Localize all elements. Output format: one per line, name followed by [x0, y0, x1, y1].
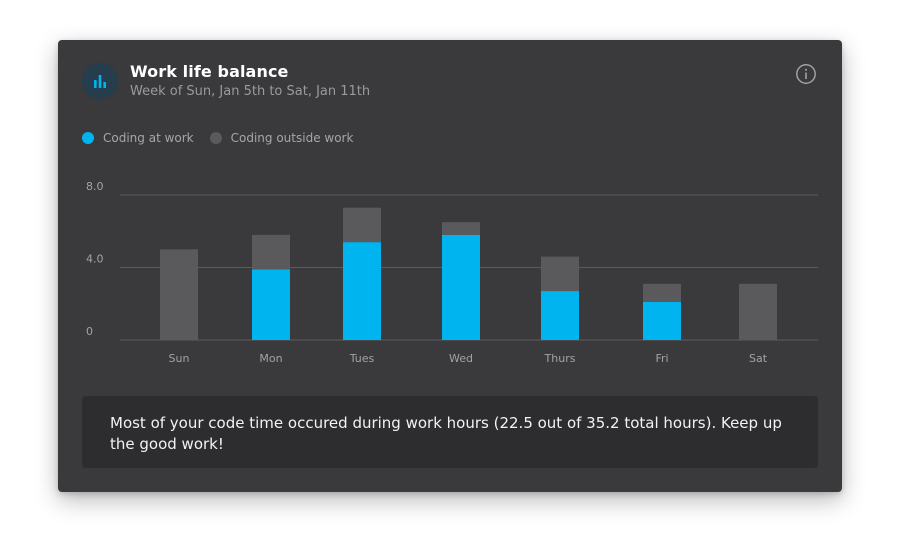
bar-segment-coding-at-work	[343, 242, 381, 340]
legend-item-coding-outside-work: Coding outside work	[209, 131, 354, 145]
legend-item-coding-at-work: Coding at work	[82, 131, 194, 145]
bar-segment-coding-outside-work	[739, 283, 777, 340]
legend-swatch-coding-at-work	[82, 132, 94, 144]
card-subtitle: Week of Sun, Jan 5th to Sat, Jan 11th	[130, 84, 371, 99]
bar-segment-coding-at-work	[442, 234, 480, 340]
x-tick-label: Sat	[749, 352, 768, 365]
legend-label: Coding outside work	[230, 131, 354, 145]
card-title: Work life balance	[130, 62, 289, 81]
bar-segment-coding-outside-work	[442, 222, 480, 235]
work-life-balance-card: Work life balance Week of Sun, Jan 5th t…	[58, 40, 842, 492]
x-tick-label: Sun	[169, 352, 190, 365]
bar-segment-coding-outside-work	[643, 283, 681, 302]
legend-swatch-coding-outside-work	[209, 132, 222, 144]
bar-segment-coding-outside-work	[160, 249, 198, 340]
summary-box: Most of your code time occured during wo…	[82, 396, 818, 468]
bar-segment-coding-at-work	[643, 301, 681, 340]
y-tick-label: 8.0	[86, 180, 104, 193]
x-tick-label: Fri	[655, 352, 668, 365]
bar-segment-coding-outside-work	[541, 256, 579, 292]
chart-legend: Coding at work Coding outside work	[82, 131, 369, 145]
bar-segment-coding-at-work	[541, 291, 579, 340]
x-tick-label: Tues	[349, 352, 375, 365]
y-tick-label: 0	[86, 325, 93, 338]
summary-text: Most of your code time occured during wo…	[110, 414, 782, 453]
legend-label: Coding at work	[103, 131, 194, 145]
y-tick-label: 4.0	[86, 253, 104, 266]
info-icon[interactable]	[795, 63, 817, 85]
bar-segment-coding-at-work	[252, 269, 290, 340]
bar-segment-coding-outside-work	[343, 207, 381, 243]
bar-chart-icon	[82, 63, 118, 99]
x-tick-label: Thurs	[544, 352, 576, 365]
x-tick-label: Mon	[259, 352, 282, 365]
x-tick-label: Wed	[449, 352, 473, 365]
bar-segment-coding-outside-work	[252, 234, 290, 270]
stacked-bar-chart: 0 4.0 8.0 Sun Mon Tues Wed Thurs Fri Sat	[86, 180, 818, 365]
